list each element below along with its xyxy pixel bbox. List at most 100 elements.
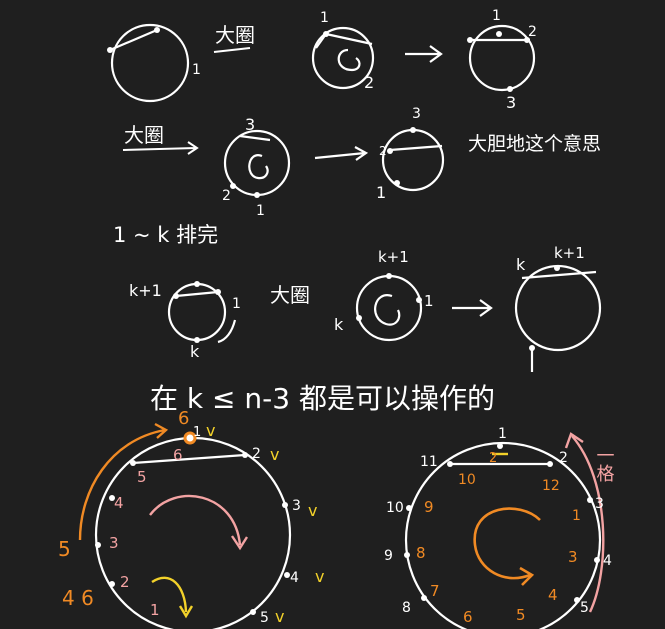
row4-h-label-top: k+1 (554, 244, 585, 262)
node-dot (254, 192, 260, 198)
row2-e-label-2: 2 (379, 144, 387, 158)
left-side-5: 5 (58, 537, 71, 561)
left-check-5: v (275, 607, 284, 626)
right-outer-label-3: 3 (595, 496, 604, 512)
node-dot (230, 183, 236, 189)
right-big-circle (404, 441, 602, 629)
left-side-46: 4 6 (62, 586, 94, 610)
right-inner-label-6: 6 (463, 608, 473, 626)
row4-circle-h (514, 264, 602, 372)
right-pink-arrow (571, 435, 605, 613)
node-dot (524, 37, 530, 43)
row2-d-label-2: 2 (222, 188, 231, 204)
node-dot (496, 31, 502, 37)
row2-circle-e (381, 128, 445, 192)
right-outer-label-11: 11 (420, 454, 438, 470)
row2-arrow-long (314, 146, 369, 161)
node-dot (507, 86, 513, 92)
left-check-4: v (315, 567, 324, 586)
left-outer-label-2: 2 (252, 446, 261, 462)
right-circle-nodes (404, 443, 600, 603)
left-inner-label-4: 4 (114, 494, 124, 512)
row4-f-label-k: k (190, 342, 200, 361)
row4-note-big-circle: 大圈 (270, 283, 310, 307)
right-inner-label-12: 12 (542, 478, 560, 494)
row2-e-label-1: 1 (376, 183, 386, 202)
node-dot (529, 345, 535, 351)
left-check-1: v (206, 421, 215, 440)
right-inner-label-4: 4 (548, 586, 558, 604)
left-orange-arrow (78, 428, 166, 541)
left-inner-label-1: 1 (150, 601, 160, 619)
row4-g-label-top: k+1 (378, 248, 409, 266)
row4-circle-g (355, 274, 423, 342)
node-dot (467, 37, 473, 43)
row4-f-label-1: 1 (232, 296, 241, 312)
row2-e-label-3: 3 (412, 106, 421, 122)
left-check-2: v (270, 445, 279, 464)
right-inner-label-5: 5 (516, 606, 526, 624)
row2-note-continue: 大胆地这个意思 (468, 133, 601, 155)
right-inner-label-8: 8 (416, 544, 426, 562)
right-outer-label-1: 1 (498, 426, 507, 442)
row1-a-label-1: 1 (192, 62, 201, 78)
right-inner-label-7: 7 (430, 582, 440, 600)
row4-h-label-k: k (516, 255, 526, 274)
row1-b-label-2: 2 (364, 73, 374, 92)
right-outer-label-10: 10 (386, 500, 404, 516)
row1-underline (213, 47, 251, 53)
row3-note-sorted: 1 ~ k 排完 (113, 223, 218, 247)
right-inner-label-3: 3 (568, 548, 578, 566)
row1-arrow (405, 45, 443, 63)
node-dot (107, 47, 113, 53)
node-dot (356, 315, 362, 321)
right-note-one-step: 一格 (594, 446, 615, 482)
left-outer-label-3: 3 (292, 498, 301, 514)
row4-g-label-k: k (334, 315, 344, 334)
right-pink-arrowhead (564, 432, 584, 449)
row1-c-label-3: 3 (506, 93, 516, 112)
right-orange-arrow (473, 507, 541, 580)
left-pink-arrow (149, 494, 242, 546)
row4-g-label-1: 1 (424, 292, 434, 310)
node-dot (554, 265, 560, 271)
row4-circle-f (167, 282, 237, 344)
node-dot (215, 289, 221, 295)
row1-circle-c (468, 24, 536, 92)
left-yellow-arrow (151, 576, 188, 613)
left-inner-label-5: 5 (137, 468, 147, 486)
row2-d-label-3: 3 (245, 115, 255, 134)
left-top-orange-6: 6 (178, 408, 189, 429)
row1-c-label-2: 2 (528, 24, 537, 40)
left-yellow-arrowhead (178, 605, 194, 619)
node-dot (416, 297, 422, 303)
row4-f-label-top: k+1 (129, 281, 162, 300)
left-inner-label-3: 3 (109, 534, 119, 552)
row1-b-label-1: 1 (320, 10, 329, 26)
left-outer-label-1: 1 (193, 425, 201, 440)
condition-text: 在 k ≤ n-3 都是可以操作的 (150, 382, 495, 415)
node-dot (387, 148, 393, 154)
left-inner-label-2: 2 (120, 573, 130, 591)
left-pink-arrowhead (231, 535, 249, 551)
row1-circle-a (109, 23, 190, 103)
right-outer-label-8: 8 (402, 600, 411, 616)
left-circle-nodes (95, 452, 290, 615)
right-outer-label-4: 4 (603, 553, 612, 569)
row1-note-big-circle: 大圈 (215, 23, 255, 47)
right-outer-label-2: 2 (559, 450, 568, 466)
row2-arrow-short (122, 141, 199, 155)
left-big-circle (94, 436, 292, 629)
left-outer-label-4: 4 (290, 570, 299, 586)
right-outer-label-9: 9 (384, 548, 393, 564)
row4-arrow (452, 299, 493, 317)
row2-note-big-circle: 大圈 (124, 123, 164, 147)
node-dot (323, 31, 329, 37)
left-start-node (183, 431, 197, 445)
right-inner-label-10: 10 (458, 472, 476, 488)
node-dot (386, 273, 392, 279)
right-inner-label-1: 1 (572, 508, 581, 524)
left-inner-label-6: 6 (173, 446, 183, 464)
